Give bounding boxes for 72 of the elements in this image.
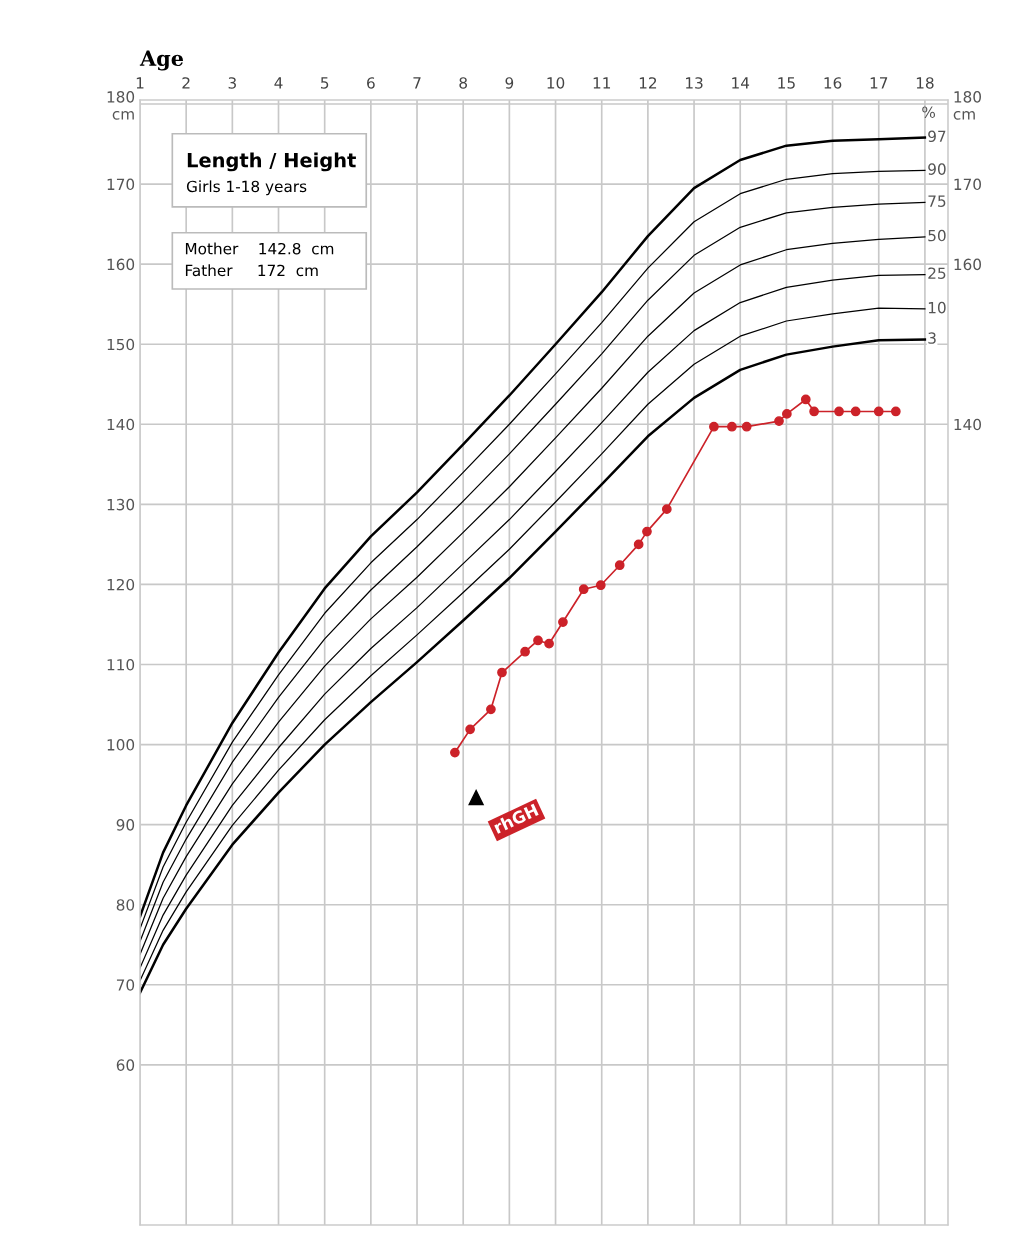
y2-tick-label: 140 [954, 418, 982, 431]
point [727, 421, 737, 432]
point [809, 406, 819, 417]
point [774, 416, 784, 426]
point [558, 617, 568, 627]
x-tick-label: 16 [824, 77, 842, 89]
y-tick-label: 100 [107, 739, 135, 751]
x-tick-label: 11 [593, 77, 611, 89]
x-tick-label: 18 [916, 77, 934, 89]
point [890, 406, 901, 417]
y-tick-label: 160 [107, 258, 135, 271]
point [533, 635, 543, 646]
point [614, 560, 625, 571]
point [834, 406, 844, 417]
text: Length / Height [187, 152, 356, 172]
x-tick-label: 3 [228, 77, 236, 89]
y-tick-label: 110 [107, 658, 135, 671]
y-tick-label: 90 [116, 819, 135, 831]
x-tick-label: 4 [274, 77, 283, 89]
x-tick-label: 15 [778, 77, 795, 89]
point [578, 584, 589, 595]
series-label: 90 [928, 163, 946, 175]
x-tick-label: 9 [505, 77, 514, 89]
x-tick-label: 14 [732, 77, 750, 89]
y2-tick-label: 170 [954, 178, 982, 191]
x-tick-label: 6 [367, 77, 375, 89]
point [800, 394, 811, 405]
x-tick-label: 5 [321, 77, 329, 89]
point [633, 539, 644, 550]
y-tick-label: 180 cm [107, 91, 135, 120]
series-label: 3 [928, 332, 936, 344]
y-tick-label: 130 [107, 498, 135, 511]
point [661, 504, 672, 515]
point [486, 704, 496, 715]
series-label: 75 [928, 195, 946, 207]
point [709, 421, 719, 432]
y-tick-label: 140 [107, 418, 135, 431]
x-tick-label: 8 [459, 77, 468, 89]
x-tick-label: 10 [547, 77, 565, 89]
y-tick-label: 170 [107, 178, 135, 191]
x-tick-label: 2 [182, 77, 190, 89]
point [642, 526, 652, 537]
series-label: 10 [928, 301, 946, 314]
point [497, 667, 507, 678]
point [850, 406, 861, 417]
point [520, 646, 530, 657]
y2-tick-label: 160 [954, 258, 982, 271]
point [873, 406, 884, 417]
point [741, 421, 752, 432]
x-tick-label: 7 [413, 77, 421, 89]
point [465, 724, 475, 735]
x-tick-label: 1 [136, 77, 144, 89]
text: Girls 1-18 years [186, 180, 307, 196]
y-tick-label: 60 [116, 1059, 135, 1071]
point [544, 638, 554, 649]
x-tick-label: 17 [870, 77, 888, 89]
series-label: 25 [928, 267, 946, 279]
point [781, 409, 792, 419]
y-tick-label: 80 [116, 899, 135, 911]
point [595, 580, 606, 591]
y-tick-label: 120 [107, 578, 135, 591]
series-label: 97 [928, 130, 946, 143]
y-tick-label: 150 [107, 338, 135, 351]
x-tick-label: 12 [639, 77, 657, 89]
x-tick-label: 13 [686, 77, 703, 89]
y-tick-label: 70 [116, 979, 135, 991]
x-axis-title: Age [139, 50, 184, 71]
annotation: % [922, 106, 936, 118]
series-label: 50 [928, 229, 946, 242]
annotation: Mother 142.8 cm Father 172 cm [185, 242, 334, 277]
y2-tick-label: 180 cm [953, 91, 982, 120]
point [450, 747, 460, 758]
